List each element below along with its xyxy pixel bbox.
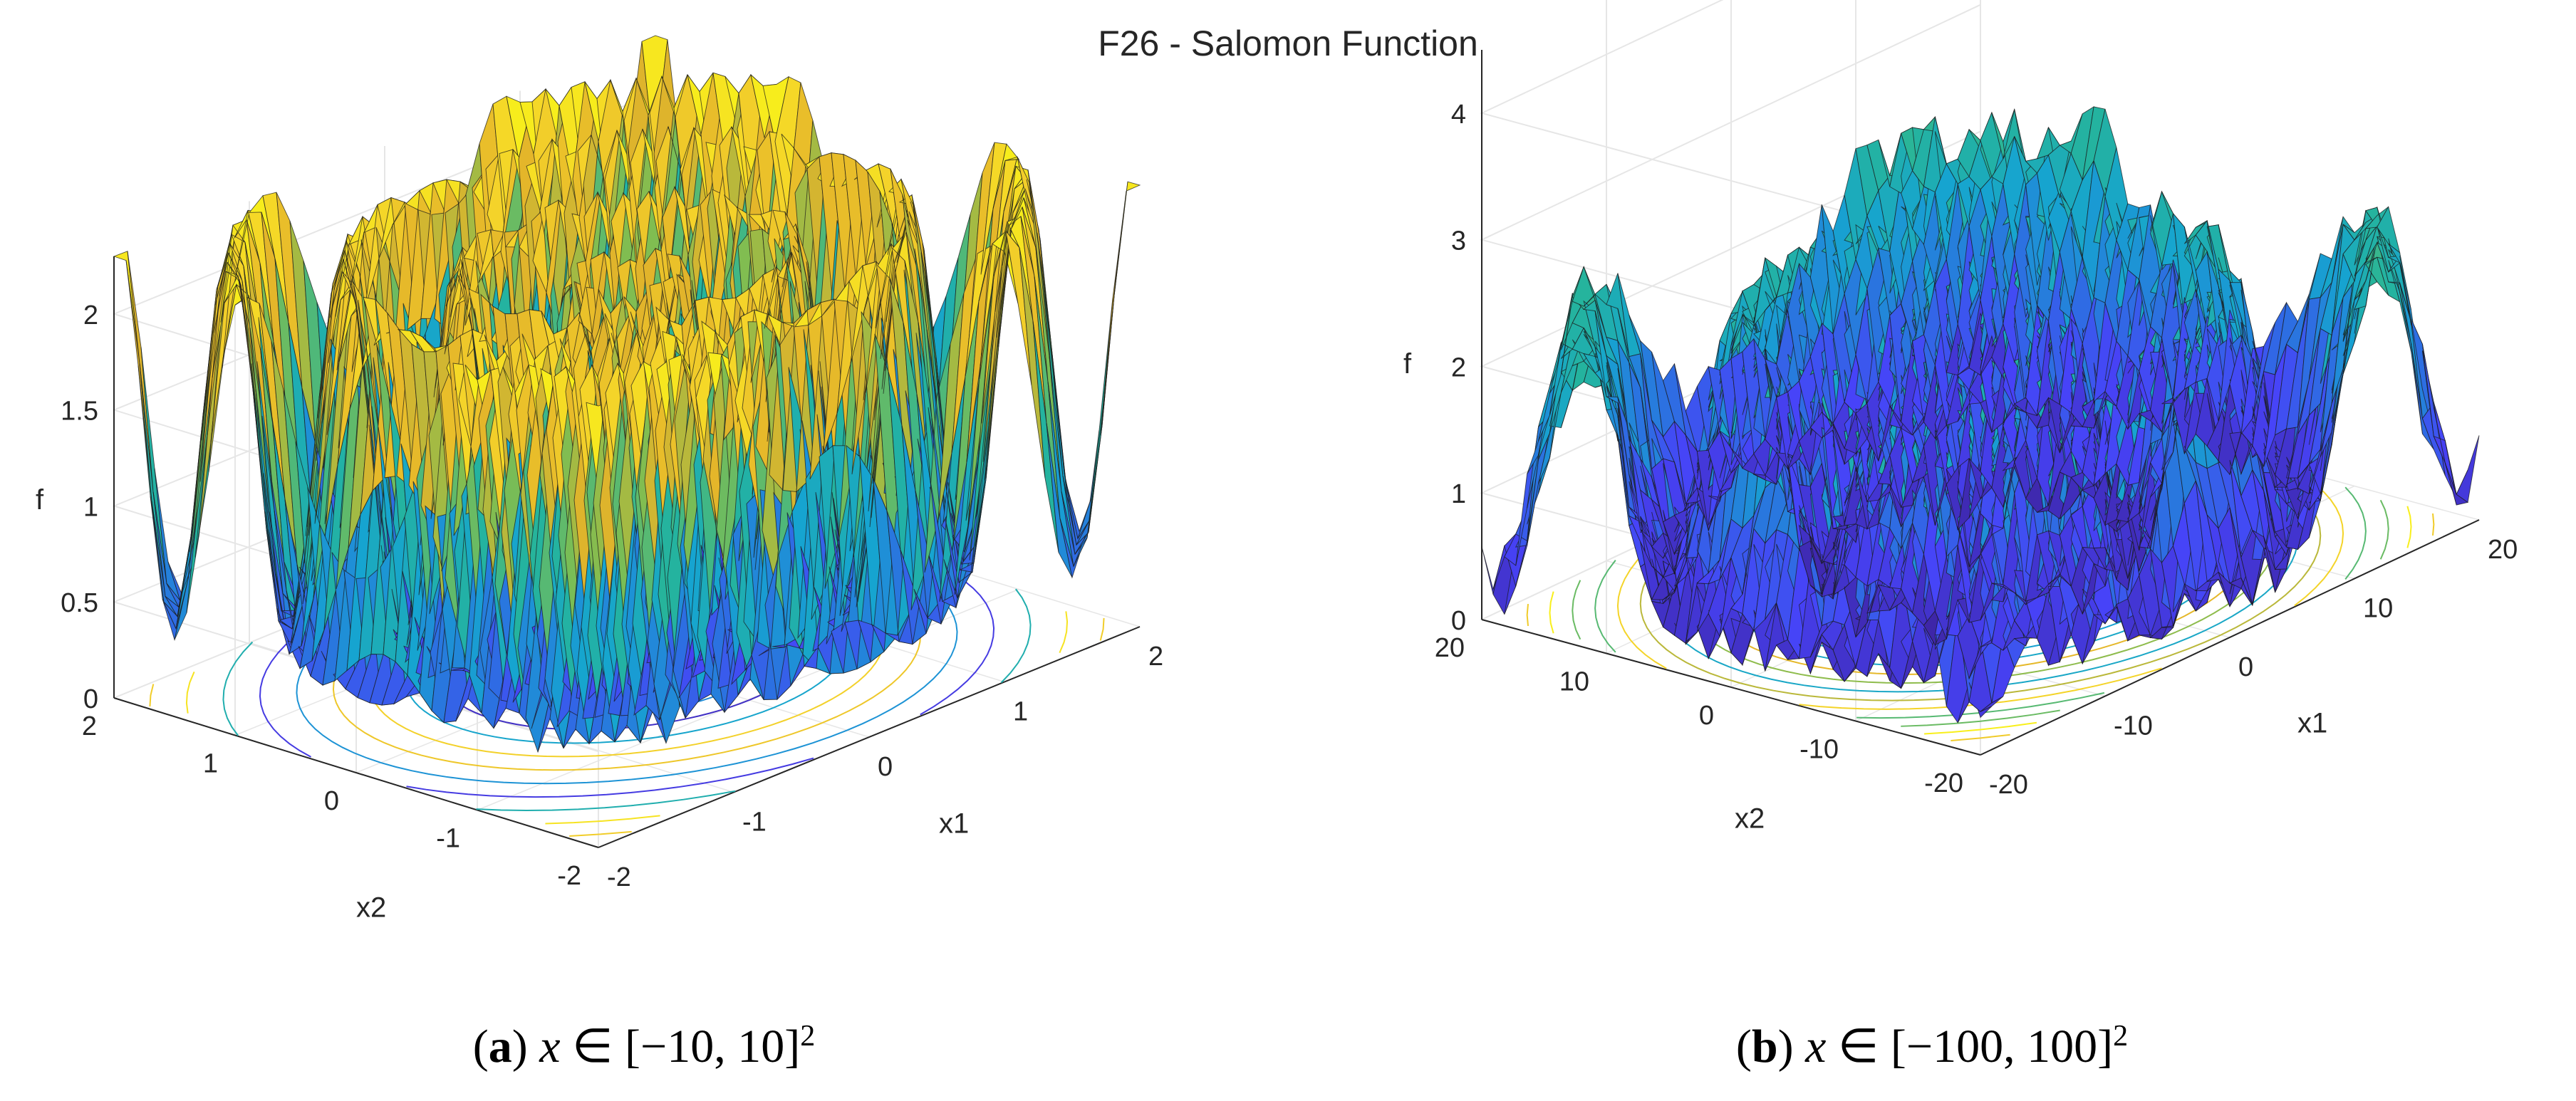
contour-line xyxy=(1924,721,2037,735)
z-tick-label: 1.5 xyxy=(61,397,98,427)
contour-line xyxy=(149,684,155,707)
contour-line xyxy=(2406,506,2412,548)
tick-labels: 0 1 2 3 4 -20 -10 0 10 20 -20 -10 0 10 20 xyxy=(1435,100,2518,800)
y-axis-line xyxy=(113,697,599,848)
contour-line xyxy=(569,830,632,837)
contour-line xyxy=(1549,591,1554,634)
x-axis-line xyxy=(1980,519,2480,756)
surface xyxy=(1481,105,2480,724)
y-tick-label: 1 xyxy=(203,749,218,779)
y-tick-label: 2 xyxy=(82,711,97,741)
z-tick-label: 1 xyxy=(83,492,98,522)
contour-line xyxy=(1951,734,2010,742)
z-axis-label: f xyxy=(36,484,44,516)
surface-cell xyxy=(2456,435,2480,503)
figure: F26 - Salomon Function 00.511.52-2-1012-… xyxy=(36,0,2518,924)
contour-line xyxy=(1572,580,1582,640)
y-tick-label: -20 xyxy=(1924,768,1963,798)
x-tick-label: 1 xyxy=(1013,697,1028,727)
x-axis-line xyxy=(598,626,1141,848)
chart-panel-b: 0 1 2 3 4 -20 -10 0 10 20 -20 -10 0 10 20 f x1 x2 xyxy=(1403,0,2518,835)
contour-line xyxy=(1000,588,1032,684)
caption-b: (b) x ∈ [−100, 100]2 xyxy=(1735,1020,2129,1073)
surface-cell xyxy=(1113,181,1141,296)
contour-line xyxy=(1059,611,1069,653)
contour-line xyxy=(1594,560,1616,653)
z-tick-label: 4 xyxy=(1451,100,1466,130)
y-tick-label: 0 xyxy=(1699,701,1714,731)
contour-line xyxy=(1099,617,1105,641)
surface-cell xyxy=(1101,182,1128,426)
contour-line xyxy=(1901,709,2060,727)
contour-line xyxy=(185,672,195,714)
x-tick-label: -2 xyxy=(607,862,631,892)
x-tick-label: 2 xyxy=(1148,642,1163,672)
z-tick-label: 0 xyxy=(83,684,98,714)
y-tick-label: -10 xyxy=(1799,735,1839,765)
x-tick-label: -10 xyxy=(2114,711,2153,741)
x-tick-label: 0 xyxy=(2238,652,2253,682)
figure-title: F26 - Salomon Function xyxy=(1098,24,1478,63)
x-tick-label: -1 xyxy=(742,808,767,838)
z-tick-label: 0.5 xyxy=(61,588,98,618)
x-axis-label: x1 xyxy=(2297,708,2327,739)
surface xyxy=(113,35,1141,753)
contour-line xyxy=(406,757,814,798)
z-tick-label: 2 xyxy=(83,301,98,330)
surface-cell xyxy=(1077,402,1104,539)
y-axis-label: x2 xyxy=(1735,803,1765,835)
y-tick-label: 0 xyxy=(324,786,339,816)
contour-line xyxy=(2344,486,2367,580)
x-tick-label: 20 xyxy=(2488,535,2518,565)
x-tick-label: 10 xyxy=(2363,594,2393,624)
contour-line xyxy=(222,641,254,736)
x-axis-label: x1 xyxy=(939,808,969,840)
z-tick-label: 0 xyxy=(1451,606,1466,636)
tick-labels: 0 0.5 1 1.5 2 -2 -1 0 1 2 -2 -1 0 1 2 xyxy=(61,301,1163,892)
z-tick-label: 1 xyxy=(1451,479,1466,509)
z-tick-label: 3 xyxy=(1451,226,1466,256)
y-tick-label: 20 xyxy=(1435,633,1465,663)
chart-panel-a: 0 0.5 1 1.5 2 -2 -1 0 1 2 -2 -1 0 1 2 f x1 x2 xyxy=(36,35,1163,924)
contour-line xyxy=(545,815,660,825)
y-tick-label: -1 xyxy=(436,824,460,854)
y-tick-label: 10 xyxy=(1559,667,1589,697)
y-tick-label: -2 xyxy=(557,861,581,891)
y-axis-label: x2 xyxy=(356,892,386,924)
z-tick-label: 2 xyxy=(1451,353,1466,382)
x-tick-label: -20 xyxy=(1989,770,2028,800)
surface-cell xyxy=(1086,298,1113,538)
contour-line xyxy=(1526,603,1529,627)
contour-line xyxy=(2379,499,2389,560)
y-axis-line xyxy=(1481,619,1981,756)
caption-a: (a) x ∈ [−10, 10]2 xyxy=(472,1020,816,1073)
contour-line xyxy=(920,567,995,716)
contour-line xyxy=(2432,513,2435,536)
contour-line xyxy=(476,790,736,812)
x-tick-label: 0 xyxy=(878,752,893,782)
z-axis-label: f xyxy=(1403,348,1412,380)
